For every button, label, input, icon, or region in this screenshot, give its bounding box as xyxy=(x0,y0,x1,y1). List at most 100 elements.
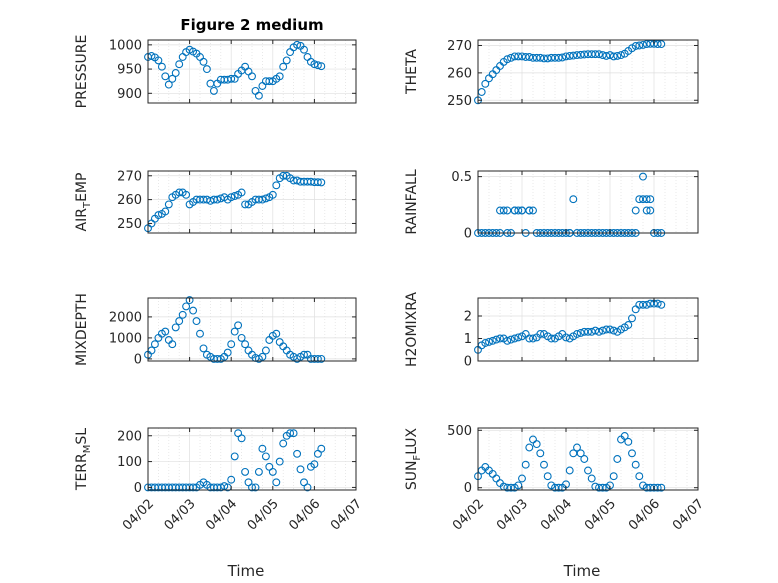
data-point xyxy=(613,455,622,463)
data-point xyxy=(631,42,640,50)
data-point xyxy=(477,88,486,96)
grid xyxy=(478,40,698,103)
axes-box xyxy=(147,427,357,491)
y-tick-label: 260 xyxy=(447,66,472,81)
x-tick-label: 04/06 xyxy=(626,496,663,533)
data-point xyxy=(507,53,515,62)
data-point xyxy=(595,327,603,336)
data-point xyxy=(635,300,644,309)
y-tick-label: 100 xyxy=(117,455,142,470)
data-point xyxy=(529,334,537,343)
data-point xyxy=(628,314,636,323)
data-point xyxy=(587,474,596,483)
data-point xyxy=(488,336,497,345)
data-point xyxy=(503,206,512,215)
data-point xyxy=(161,327,170,336)
y-tick-label: 250 xyxy=(447,94,472,109)
data-point xyxy=(576,449,585,458)
x-tick-label: 04/04 xyxy=(538,496,575,533)
data-point xyxy=(258,195,267,204)
data-point xyxy=(279,171,288,180)
data-point xyxy=(317,444,326,453)
x-tick-label: 04/04 xyxy=(203,496,240,533)
data-point xyxy=(265,77,274,86)
data-point xyxy=(565,51,574,60)
data-point xyxy=(286,429,295,438)
data-point xyxy=(227,340,236,349)
data-point xyxy=(164,200,173,209)
y-tick-label: 1000 xyxy=(109,38,142,53)
data-point xyxy=(609,326,618,335)
data-point xyxy=(617,51,625,60)
data-point xyxy=(657,483,666,492)
data-point xyxy=(317,178,326,187)
data-point xyxy=(543,472,552,481)
x-tick-label: 04/05 xyxy=(245,496,282,533)
data-point xyxy=(268,190,277,199)
data-point xyxy=(272,478,281,487)
x-tick-label: 04/07 xyxy=(328,496,365,533)
data-point xyxy=(657,300,666,309)
data-point xyxy=(598,326,607,335)
panel-pressure: 900 950 1000 PRESSURE xyxy=(74,35,357,108)
data-point xyxy=(488,70,497,79)
data-point xyxy=(646,206,655,215)
data-point xyxy=(164,80,173,89)
data-point xyxy=(584,466,592,475)
axes-box xyxy=(477,297,699,362)
data-point xyxy=(485,337,493,346)
data-point xyxy=(161,72,170,81)
data-point xyxy=(251,483,260,492)
data-point xyxy=(313,178,322,187)
data-point xyxy=(168,74,177,83)
data-point xyxy=(492,66,501,75)
data-point xyxy=(209,86,218,95)
axes-box xyxy=(477,427,699,491)
data-point xyxy=(602,325,611,334)
data-point xyxy=(223,348,232,357)
data-point xyxy=(241,340,250,349)
data-point xyxy=(536,330,545,338)
data-point xyxy=(154,211,163,220)
data-point xyxy=(175,60,184,69)
data-point xyxy=(161,207,170,216)
axes-box xyxy=(147,39,357,104)
data-point xyxy=(496,62,504,70)
data-point xyxy=(580,455,589,463)
axes-box xyxy=(477,170,699,234)
data-point xyxy=(521,460,530,469)
data-point xyxy=(536,449,545,458)
y-tick-label: 900 xyxy=(117,87,142,102)
data-point xyxy=(254,91,263,100)
y-axis-label: AIRTEMP xyxy=(74,173,93,232)
data-point xyxy=(503,483,512,492)
data-point xyxy=(275,457,284,466)
x-tick-label: 04/02 xyxy=(120,496,157,533)
data-point xyxy=(584,327,592,336)
data-point xyxy=(248,483,256,492)
data-point xyxy=(178,53,187,61)
panel-rainfall: 0 0.5 RAINFALL xyxy=(404,169,699,242)
data-point xyxy=(653,299,662,308)
data-point xyxy=(639,172,647,181)
x-axis-label: Time xyxy=(227,562,265,580)
data-point xyxy=(624,321,633,329)
axes-box xyxy=(147,297,357,362)
data-point xyxy=(646,299,655,308)
data-point xyxy=(569,195,578,204)
data-point xyxy=(258,352,267,361)
y-axis-label: MIXDEPTH xyxy=(74,293,90,366)
data-point xyxy=(230,192,239,200)
data-point xyxy=(503,55,512,64)
data-point xyxy=(202,65,211,74)
y-tick-label: 0 xyxy=(464,481,472,496)
data-point xyxy=(168,340,177,349)
data-point xyxy=(598,483,607,492)
grid xyxy=(478,428,698,490)
data-point xyxy=(554,483,563,492)
data-point xyxy=(150,340,159,349)
data-point xyxy=(303,483,312,492)
data-point xyxy=(303,53,312,61)
data-point xyxy=(234,321,243,330)
